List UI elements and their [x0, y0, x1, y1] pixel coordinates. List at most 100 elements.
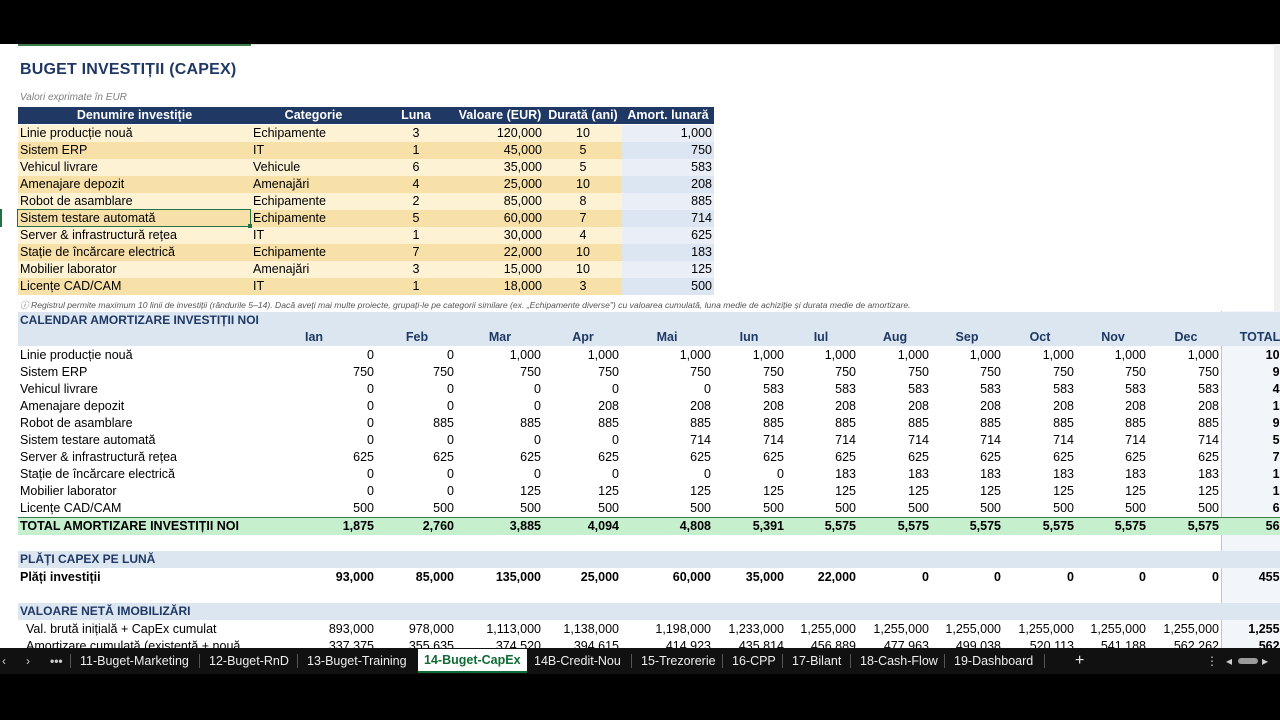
- month-cell[interactable]: 500: [353, 501, 374, 515]
- month-cell[interactable]: 60,000: [672, 570, 711, 584]
- month-cell[interactable]: 0: [447, 348, 454, 362]
- register-cell[interactable]: 7: [579, 211, 587, 225]
- sheet-tab-11-buget-marketing[interactable]: 11-Buget-Marketing: [80, 654, 189, 668]
- month-cell[interactable]: 885: [598, 416, 619, 430]
- month-cell[interactable]: 1,000: [587, 348, 619, 362]
- register-cell[interactable]: 15,000: [503, 262, 542, 276]
- register-cell[interactable]: 35,000: [503, 160, 542, 174]
- month-cell[interactable]: 183: [980, 467, 1001, 481]
- month-cell[interactable]: 500: [598, 501, 619, 515]
- month-cell[interactable]: 500: [908, 501, 929, 515]
- month-cell[interactable]: 5,575: [1114, 519, 1146, 533]
- register-cell[interactable]: 4: [579, 228, 587, 242]
- month-cell[interactable]: 0: [367, 484, 374, 498]
- month-cell[interactable]: 208: [980, 399, 1001, 413]
- total-cell[interactable]: 10,0: [1265, 348, 1280, 362]
- month-cell[interactable]: 0: [1139, 570, 1146, 584]
- month-cell[interactable]: 714: [835, 433, 856, 447]
- register-cell[interactable]: 1,000: [622, 125, 714, 142]
- month-cell[interactable]: 0: [367, 382, 374, 396]
- selected-cell[interactable]: [17, 209, 251, 227]
- month-cell[interactable]: 625: [763, 450, 784, 464]
- month-cell[interactable]: 583: [1125, 382, 1146, 396]
- month-cell[interactable]: 885: [908, 416, 929, 430]
- sheet-tab-19-dashboard[interactable]: 19-Dashboard: [954, 654, 1034, 668]
- month-cell[interactable]: 500: [980, 501, 1001, 515]
- month-cell[interactable]: 1,198,000: [655, 622, 711, 636]
- month-cell[interactable]: 183: [908, 467, 929, 481]
- horizontal-scroll-thumb[interactable]: [1238, 658, 1258, 664]
- month-cell[interactable]: 0: [447, 467, 454, 481]
- register-cell[interactable]: Sistem testare automată: [20, 211, 156, 225]
- calendar-row[interactable]: Sistem testare automată 0 0 0 0 714 714 714 714 7…: [18, 432, 1280, 449]
- register-cell[interactable]: Vehicul livrare: [20, 160, 98, 174]
- month-cell[interactable]: 2,760: [422, 519, 454, 533]
- sheet-tab-14b-credit-nou[interactable]: 14B-Credit-Nou: [534, 654, 621, 668]
- calendar-row[interactable]: Vehicul livrare 0 0 0 0 0 583 583 583 583 583 583 58…: [18, 381, 1280, 398]
- month-cell[interactable]: 456,889: [810, 639, 856, 648]
- month-cell[interactable]: 0: [922, 570, 929, 584]
- register-cell[interactable]: Echipamente: [253, 126, 326, 140]
- month-cell[interactable]: 0: [534, 382, 541, 396]
- month-cell[interactable]: 625: [908, 450, 929, 464]
- register-cell[interactable]: 8: [579, 194, 587, 208]
- gross-value-row[interactable]: Val. brută inițială + CapEx cumulat 893,0…: [18, 621, 1280, 638]
- month-cell[interactable]: 500: [520, 501, 541, 515]
- month-cell[interactable]: 714: [763, 433, 784, 447]
- register-cell[interactable]: Stație de încărcare electrică: [20, 245, 175, 259]
- month-cell[interactable]: 85,000: [415, 570, 454, 584]
- register-cell[interactable]: Sistem ERP: [20, 143, 88, 157]
- register-cell[interactable]: Vehicule: [253, 160, 301, 174]
- register-row[interactable]: Sistem testare automată Echipamente 5 60,00…: [18, 210, 714, 227]
- month-cell[interactable]: 0: [534, 467, 541, 481]
- register-cell[interactable]: 1: [412, 228, 420, 242]
- register-cell[interactable]: 1: [412, 143, 420, 157]
- register-cell[interactable]: Amenajări: [253, 262, 310, 276]
- register-cell[interactable]: IT: [253, 279, 265, 293]
- month-cell[interactable]: 583: [763, 382, 784, 396]
- month-cell[interactable]: 0: [367, 399, 374, 413]
- month-cell[interactable]: 5,575: [1187, 519, 1219, 533]
- sheet-tab-14-buget-capex[interactable]: 14-Buget-CapEx: [418, 649, 527, 673]
- calendar-total-row[interactable]: TOTAL AMORTIZARE INVESTIȚII NOI 1,875 2,76…: [18, 517, 1280, 535]
- month-cell[interactable]: 125: [1198, 484, 1219, 498]
- month-cell[interactable]: 5,575: [969, 519, 1001, 533]
- month-cell[interactable]: 541,188: [1100, 639, 1146, 648]
- register-cell[interactable]: Mobilier laborator: [20, 262, 117, 276]
- total-cell[interactable]: 455,0: [1258, 570, 1280, 584]
- register-cell[interactable]: Licențe CAD/CAM: [20, 279, 122, 293]
- register-row[interactable]: Amenajare depozit Amenajări 4 25,000 10 208: [18, 176, 714, 193]
- month-cell[interactable]: 477,963: [883, 639, 929, 648]
- month-cell[interactable]: 135,000: [495, 570, 541, 584]
- hscroll-right-icon[interactable]: ▸: [1262, 654, 1269, 668]
- sheet-tab-12-buget-rnd[interactable]: 12-Buget-RnD: [209, 654, 289, 668]
- month-cell[interactable]: 0: [534, 433, 541, 447]
- register-cell[interactable]: 5: [579, 160, 587, 174]
- register-cell[interactable]: 3: [412, 262, 420, 276]
- month-cell[interactable]: 0: [1212, 570, 1219, 584]
- month-cell[interactable]: 0: [612, 382, 619, 396]
- month-cell[interactable]: 893,000: [328, 622, 374, 636]
- month-cell[interactable]: 885: [835, 416, 856, 430]
- register-cell[interactable]: 10: [576, 126, 590, 140]
- month-cell[interactable]: 714: [980, 433, 1001, 447]
- register-row[interactable]: Sistem ERP IT 1 45,000 5 750: [18, 142, 714, 159]
- register-cell[interactable]: 4: [412, 177, 420, 191]
- month-cell[interactable]: 1,138,000: [563, 622, 619, 636]
- calendar-row[interactable]: Mobilier laborator 0 0 125 125 125 125 125 125 12…: [18, 483, 1280, 500]
- month-cell[interactable]: 750: [1125, 365, 1146, 379]
- month-cell[interactable]: 500: [1053, 501, 1074, 515]
- sheet-tab-13-buget-training[interactable]: 13-Buget-Training: [307, 654, 407, 668]
- month-cell[interactable]: 0: [367, 467, 374, 481]
- month-cell[interactable]: 414,923: [665, 639, 711, 648]
- month-cell[interactable]: 35,000: [745, 570, 784, 584]
- month-cell[interactable]: 750: [598, 365, 619, 379]
- month-cell[interactable]: 583: [1053, 382, 1074, 396]
- month-cell[interactable]: 1,000: [752, 348, 784, 362]
- month-cell[interactable]: 3,885: [509, 519, 541, 533]
- month-cell[interactable]: 885: [690, 416, 711, 430]
- register-cell[interactable]: 10: [576, 245, 590, 259]
- total-cell[interactable]: 9,7: [1272, 416, 1280, 430]
- register-cell[interactable]: 60,000: [503, 211, 542, 225]
- month-cell[interactable]: 208: [835, 399, 856, 413]
